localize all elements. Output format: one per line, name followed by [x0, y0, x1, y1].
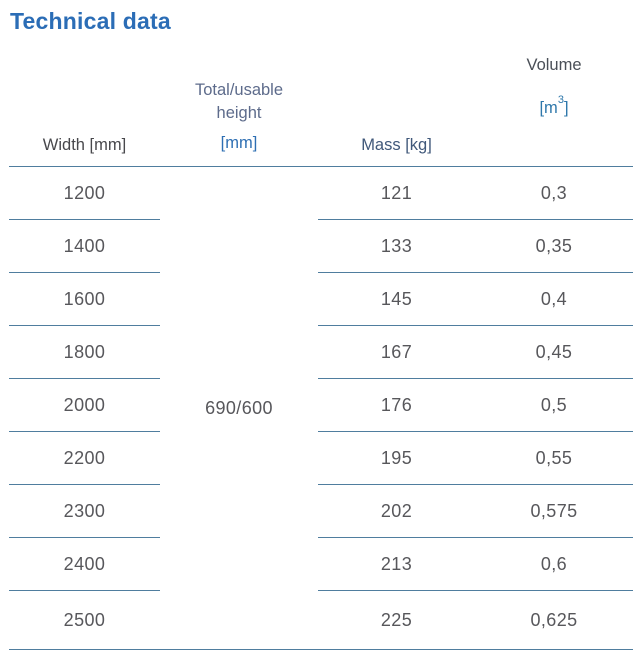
table-row: 1800 167 0,45	[9, 326, 633, 379]
mass-cell: 176	[318, 379, 475, 432]
column-header-height-label-line2: height	[216, 104, 262, 122]
volume-cell: 0,55	[475, 432, 633, 485]
table-body: 690/600 1200 121 0,3 1400 133 0,35 1600 …	[9, 167, 633, 650]
column-header-volume-label: Volume	[526, 56, 582, 74]
column-header-height-unit: [mm]	[220, 134, 258, 152]
table-header-row: Width [mm] Total/usable height [mm] Mass…	[9, 54, 633, 167]
mass-cell: 195	[318, 432, 475, 485]
volume-unit-exponent: 3	[557, 93, 564, 106]
width-cell: 1400	[9, 220, 160, 273]
column-header-volume: Volume [m3]	[475, 54, 633, 166]
volume-cell: 0,5	[475, 379, 633, 432]
mass-cell: 213	[318, 538, 475, 591]
table-row: 2200 195 0,55	[9, 432, 633, 485]
mass-cell: 133	[318, 220, 475, 273]
width-cell: 1200	[9, 167, 160, 220]
volume-cell: 0,6	[475, 538, 633, 591]
width-cell: 1800	[9, 326, 160, 379]
table-row: 2300 202 0,575	[9, 485, 633, 538]
column-header-mass: Mass [kg]	[318, 54, 475, 166]
column-header-width-label: Width [mm]	[42, 136, 127, 154]
technical-data-table: Width [mm] Total/usable height [mm] Mass…	[9, 54, 633, 650]
table-row: 2400 213 0,6	[9, 538, 633, 591]
volume-cell: 0,4	[475, 273, 633, 326]
mass-cell: 145	[318, 273, 475, 326]
width-cell: 2300	[9, 485, 160, 538]
mass-cell: 225	[380, 609, 413, 630]
table-row: 2000 176 0,5	[9, 379, 633, 432]
width-cell: 2500	[63, 609, 106, 630]
volume-cell: 0,35	[475, 220, 633, 273]
column-header-mass-label: Mass [kg]	[361, 136, 432, 154]
width-cell: 2200	[9, 432, 160, 485]
width-cell: 2000	[9, 379, 160, 432]
width-cell: 1600	[9, 273, 160, 326]
volume-cell: 0,575	[475, 485, 633, 538]
page-title: Technical data	[10, 8, 171, 34]
column-header-height-label-line1: Total/usable	[194, 81, 284, 99]
volume-cell: 0,45	[475, 326, 633, 379]
column-header-volume-unit: [m3]	[539, 94, 569, 118]
table-row: 1400 133 0,35	[9, 220, 633, 273]
table-row: 1200 121 0,3	[9, 167, 633, 220]
table-row: 2500 225 0,625	[9, 591, 633, 649]
merged-height-value-cell: 690/600	[205, 397, 273, 418]
mass-cell: 202	[318, 485, 475, 538]
column-header-height: Total/usable height [mm]	[160, 54, 318, 166]
width-cell: 2400	[9, 538, 160, 591]
volume-unit-close: ]	[563, 99, 569, 117]
volume-unit-open: [m	[539, 99, 558, 117]
column-header-width: Width [mm]	[9, 54, 160, 166]
mass-cell: 167	[318, 326, 475, 379]
volume-cell: 0,3	[475, 167, 633, 220]
volume-cell: 0,625	[530, 609, 578, 630]
mass-cell: 121	[318, 167, 475, 220]
table-row: 1600 145 0,4	[9, 273, 633, 326]
